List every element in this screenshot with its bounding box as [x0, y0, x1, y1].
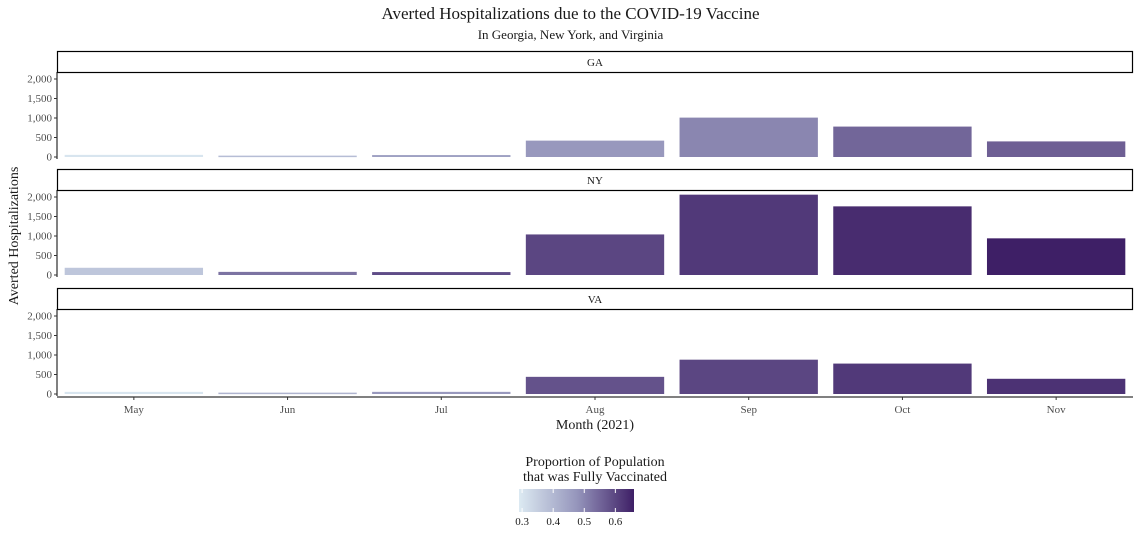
bar-ga-oct — [833, 126, 972, 157]
bar-ga-jul — [372, 155, 511, 157]
y-tick-label-ga: 2,000 — [27, 74, 52, 86]
legend-tick-label: 0.5 — [577, 516, 591, 528]
bar-ny-jul — [372, 272, 511, 275]
x-tick-label: Sep — [740, 404, 757, 416]
y-axis-title: Averted Hospitalizations — [7, 167, 22, 306]
facet-strip-ga — [56, 50, 1134, 74]
bar-va-nov — [986, 378, 1126, 394]
legend-title-line-1: Proportion of Population — [525, 455, 664, 470]
legend-colorbar — [519, 489, 634, 512]
legend-title-line-2: that was Fully Vaccinated — [523, 470, 667, 485]
bar-va-oct — [833, 363, 972, 394]
bar-ga-may — [64, 154, 204, 157]
x-axis-title: Month (2021) — [556, 418, 635, 433]
chart-title: Averted Hospitalizations due to the COVI… — [381, 4, 760, 23]
bar-ny-sep — [679, 194, 818, 275]
bar-ny-aug — [525, 234, 665, 275]
y-tick-label-ny: 2,000 — [27, 192, 52, 204]
legend-tick-label: 0.6 — [608, 516, 622, 528]
bar-va-jul — [372, 391, 511, 394]
bar-ga-jun — [218, 155, 357, 158]
bar-ny-may — [64, 267, 204, 275]
y-tick-label-va: 500 — [36, 369, 53, 381]
y-tick-label-ga: 0 — [47, 152, 53, 164]
legend-tick-label: 0.4 — [546, 516, 560, 528]
legend-tick-label: 0.3 — [515, 516, 529, 528]
y-tick-label-ga: 1,500 — [27, 93, 52, 105]
bar-va-aug — [525, 376, 665, 394]
facet-strip-va — [56, 287, 1134, 311]
bar-ny-jun — [218, 271, 357, 275]
facet-strip-label-va: VA — [588, 294, 603, 306]
facet-strip-label-ga: GA — [587, 57, 603, 69]
y-tick-label-ny: 0 — [47, 270, 53, 282]
y-tick-label-va: 2,000 — [27, 311, 52, 323]
y-tick-label-va: 1,500 — [27, 330, 52, 342]
y-tick-label-ny: 1,000 — [27, 231, 52, 243]
x-tick-label: Jul — [435, 404, 448, 416]
bar-ny-oct — [833, 206, 972, 275]
bar-ga-aug — [525, 140, 665, 157]
y-tick-label-va: 0 — [47, 389, 53, 401]
y-tick-label-va: 1,000 — [27, 350, 52, 362]
y-tick-label-ny: 500 — [36, 250, 53, 262]
x-tick-label: Aug — [586, 404, 605, 416]
y-tick-label-ga: 500 — [36, 132, 53, 144]
bar-ga-sep — [679, 117, 818, 157]
y-tick-label-ga: 1,000 — [27, 113, 52, 125]
x-tick-label: Nov — [1047, 404, 1066, 416]
facet-strip-label-ny: NY — [587, 175, 603, 187]
bar-ga-nov — [986, 141, 1126, 157]
x-tick-label: Oct — [894, 404, 910, 416]
bar-va-sep — [679, 359, 818, 394]
bar-ny-nov — [986, 238, 1126, 275]
bar-va-may — [64, 391, 204, 394]
bar-va-jun — [218, 392, 357, 395]
facet-strip-ny — [56, 168, 1134, 192]
chart-subtitle: In Georgia, New York, and Virginia — [477, 27, 664, 42]
x-tick-label: May — [124, 404, 145, 416]
x-tick-label: Jun — [280, 404, 296, 416]
y-tick-label-ny: 1,500 — [27, 211, 52, 223]
